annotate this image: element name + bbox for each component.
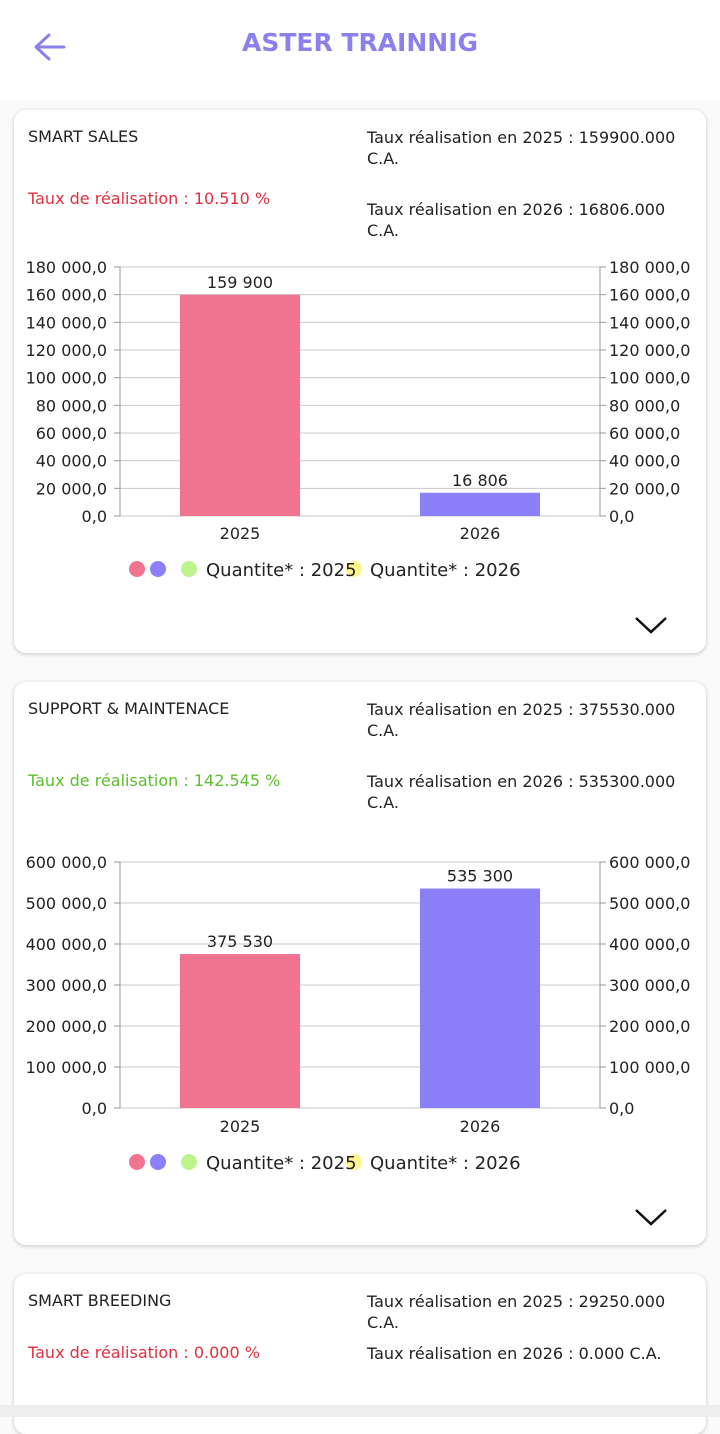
data-label: 535 300 bbox=[447, 867, 513, 886]
y-tick-label-left: 80 000,0 bbox=[36, 396, 107, 415]
x-tick-label: 2025 bbox=[220, 524, 261, 543]
y-tick-label-right: 60 000,0 bbox=[609, 424, 680, 443]
taux-2026: Taux réalisation en 2026 : 535300.000 C.… bbox=[367, 772, 676, 812]
y-tick-label-right: 140 000,0 bbox=[609, 313, 690, 332]
bar-chart: 0,0 0,0 100 000,0 100 000,0 200 000,0 200 000… bbox=[26, 853, 691, 1174]
y-tick-label-right: 0,0 bbox=[609, 507, 634, 526]
y-tick-label-right: 0,0 bbox=[609, 1099, 634, 1118]
y-tick-label-left: 140 000,0 bbox=[26, 313, 107, 332]
taux-realisation: Taux de réalisation : 0.000 % bbox=[28, 1343, 260, 1362]
chevron-down-icon[interactable] bbox=[634, 1207, 668, 1227]
y-tick-label-right: 180 000,0 bbox=[609, 258, 690, 277]
y-tick-label-left: 600 000,0 bbox=[26, 853, 107, 872]
x-tick-label: 2025 bbox=[220, 1117, 261, 1136]
y-tick-label-right: 160 000,0 bbox=[609, 286, 690, 305]
legend-dot-green bbox=[181, 1154, 197, 1170]
y-tick-label-right: 100 000,0 bbox=[609, 1058, 690, 1077]
legend-dot-pink bbox=[129, 561, 145, 577]
y-tick-label-left: 120 000,0 bbox=[26, 341, 107, 360]
legend-label: Quantite* : 2026 bbox=[370, 1153, 521, 1174]
bar-2025[interactable] bbox=[180, 954, 300, 1108]
taux-2025: Taux réalisation en 2025 : 159900.000 C.… bbox=[367, 128, 676, 168]
y-tick-label-left: 20 000,0 bbox=[36, 479, 107, 498]
y-tick-label-left: 100 000,0 bbox=[26, 1058, 107, 1077]
data-label: 16 806 bbox=[452, 471, 508, 490]
y-tick-label-left: 400 000,0 bbox=[26, 935, 107, 954]
y-tick-label-left: 180 000,0 bbox=[26, 258, 107, 277]
y-tick-label-right: 600 000,0 bbox=[609, 853, 690, 872]
y-tick-label-left: 500 000,0 bbox=[26, 894, 107, 913]
chevron-down-icon[interactable] bbox=[634, 615, 668, 635]
y-tick-label-left: 0,0 bbox=[82, 1099, 107, 1118]
legend-dot-green bbox=[181, 561, 197, 577]
y-tick-label-right: 20 000,0 bbox=[609, 479, 680, 498]
bar-2026[interactable] bbox=[420, 492, 540, 516]
card-support-maintenance: SUPPORT & MAINTENACE Taux de réalisation… bbox=[14, 682, 706, 1245]
y-tick-label-left: 100 000,0 bbox=[26, 369, 107, 388]
back-arrow-icon[interactable] bbox=[28, 26, 72, 70]
legend-dot-purple bbox=[150, 561, 166, 577]
y-tick-label-right: 500 000,0 bbox=[609, 894, 690, 913]
taux-2025: Taux réalisation en 2025 : 375530.000 C.… bbox=[367, 700, 676, 740]
taux-2026: Taux réalisation en 2026 : 0.000 C.A. bbox=[367, 1344, 662, 1363]
y-tick-label-left: 40 000,0 bbox=[36, 452, 107, 471]
y-tick-label-right: 80 000,0 bbox=[609, 396, 680, 415]
y-tick-label-right: 100 000,0 bbox=[609, 369, 690, 388]
legend-label: Quantite* : 2026 bbox=[370, 560, 521, 581]
data-label: 375 530 bbox=[207, 932, 273, 951]
taux-realisation: Taux de réalisation : 142.545 % bbox=[28, 771, 281, 790]
legend-dot-yellow bbox=[346, 561, 362, 577]
card-title: SUPPORT & MAINTENACE bbox=[28, 699, 230, 718]
x-tick-label: 2026 bbox=[460, 524, 501, 543]
bar-chart: 0,0 0,0 20 000,0 20 000,0 40 000,0 40 000,0 60… bbox=[26, 258, 691, 581]
page-title: ASTER TRAINNIG bbox=[241, 28, 479, 57]
bottom-edge bbox=[0, 1405, 720, 1417]
y-tick-label-right: 300 000,0 bbox=[609, 976, 690, 995]
y-tick-label-left: 300 000,0 bbox=[26, 976, 107, 995]
legend-label: Quantite* : 2025 bbox=[206, 560, 357, 581]
taux-realisation: Taux de réalisation : 10.510 % bbox=[28, 189, 271, 208]
card-smart-sales: SMART SALES Taux de réalisation : 10.510… bbox=[14, 110, 706, 653]
y-tick-label-left: 0,0 bbox=[82, 507, 107, 526]
y-tick-label-left: 60 000,0 bbox=[36, 424, 107, 443]
x-tick-label: 2026 bbox=[460, 1117, 501, 1136]
card-title: SMART SALES bbox=[28, 127, 139, 146]
y-tick-label-right: 400 000,0 bbox=[609, 935, 690, 954]
bar-2025[interactable] bbox=[180, 294, 300, 516]
y-tick-label-left: 160 000,0 bbox=[26, 286, 107, 305]
app-header: ASTER TRAINNIG bbox=[0, 0, 720, 100]
data-label: 159 900 bbox=[207, 273, 273, 292]
legend-label: Quantite* : 2025 bbox=[206, 1153, 357, 1174]
y-tick-label-right: 120 000,0 bbox=[609, 341, 690, 360]
legend-dot-pink bbox=[129, 1154, 145, 1170]
taux-2025: Taux réalisation en 2025 : 29250.000 C.A… bbox=[367, 1292, 666, 1332]
legend-dot-purple bbox=[150, 1154, 166, 1170]
legend-dot-yellow bbox=[346, 1154, 362, 1170]
taux-2026: Taux réalisation en 2026 : 16806.000 C.A… bbox=[367, 200, 666, 240]
y-tick-label-right: 200 000,0 bbox=[609, 1017, 690, 1036]
y-tick-label-right: 40 000,0 bbox=[609, 452, 680, 471]
y-tick-label-left: 200 000,0 bbox=[26, 1017, 107, 1036]
card-title: SMART BREEDING bbox=[28, 1291, 172, 1310]
bar-2026[interactable] bbox=[420, 888, 540, 1108]
